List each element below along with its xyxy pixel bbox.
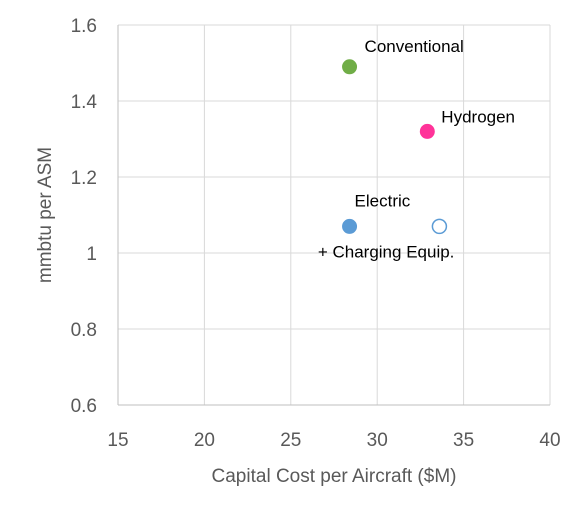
y-tick-label: 0.8: [71, 320, 97, 341]
x-axis-title: Capital Cost per Aircraft ($M): [212, 466, 457, 487]
y-tick-label: 0.6: [71, 396, 97, 417]
data-point-conventional: [342, 59, 358, 75]
y-tick-label: 1.4: [71, 92, 98, 113]
point-label: Electric: [355, 191, 411, 210]
axes: [117, 25, 550, 406]
y-tick-label: 1.6: [71, 16, 97, 37]
x-tick-label: 35: [453, 430, 474, 451]
x-tick-label: 25: [280, 430, 301, 451]
x-tick-label: 30: [367, 430, 388, 451]
data-point-charging-equip: [431, 218, 448, 235]
x-tick-label: 40: [539, 430, 560, 451]
data-points: [342, 59, 448, 235]
tick-labels: 15 20 25 30 35 40 0.6 0.8 1 1.2 1.4 1.6: [71, 16, 561, 451]
data-point-electric: [342, 218, 358, 234]
point-label: Conventional: [365, 37, 464, 56]
y-axis-title: mmbtu per ASM: [35, 147, 56, 283]
grid-lines: [118, 24, 551, 405]
data-point-hydrogen: [419, 123, 435, 139]
point-label: Hydrogen: [441, 107, 515, 126]
point-labels: Conventional Hydrogen Electric + Charging E…: [318, 37, 515, 262]
x-tick-label: 15: [107, 430, 128, 451]
x-tick-label: 20: [194, 430, 215, 451]
y-tick-label: 1: [86, 244, 97, 265]
point-label: + Charging Equip.: [318, 242, 455, 261]
y-tick-label: 1.2: [71, 168, 97, 189]
